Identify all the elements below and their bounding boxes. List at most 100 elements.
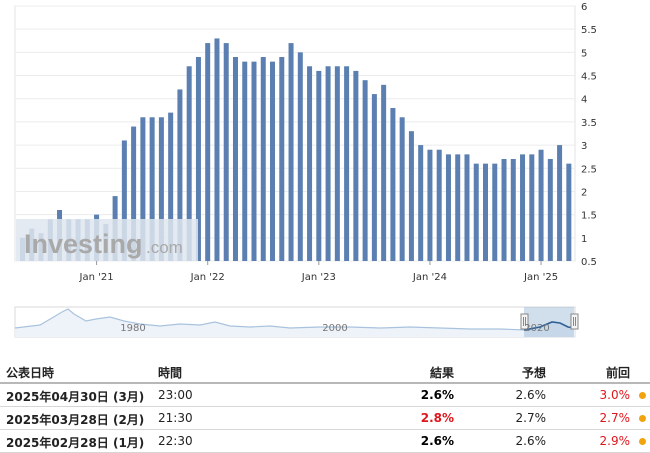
bar bbox=[408, 131, 414, 261]
row-actual: 2.6% bbox=[420, 388, 454, 402]
header-time[interactable]: 時間 bbox=[158, 366, 183, 380]
row-date: 2025年02月28日 (1月) bbox=[6, 436, 145, 450]
navigator-year-label: 1980 bbox=[120, 323, 145, 334]
bar bbox=[279, 57, 285, 261]
bar bbox=[520, 154, 526, 261]
y-tick-label: 2.5 bbox=[581, 164, 597, 175]
bar bbox=[232, 57, 238, 261]
logo-text: Investing bbox=[24, 229, 143, 259]
importance-dot-icon[interactable] bbox=[639, 415, 646, 422]
row-previous: 2.9% bbox=[599, 434, 631, 448]
y-tick-label: 1.5 bbox=[581, 211, 597, 222]
x-tick-label: Jan '25 bbox=[523, 272, 558, 283]
bar bbox=[538, 149, 544, 261]
navigator-handle[interactable] bbox=[520, 313, 529, 330]
bar bbox=[186, 66, 192, 261]
bar bbox=[464, 154, 470, 261]
bar bbox=[121, 140, 127, 261]
bar bbox=[390, 108, 396, 261]
row-date: 2025年03月28日 (2月) bbox=[6, 413, 145, 427]
table-row: 2025年03月28日 (2月) 21:30 2.8% 2.7% 2.7% bbox=[0, 407, 650, 430]
y-tick-label: 4 bbox=[581, 95, 587, 106]
row-forecast: 2.6% bbox=[515, 434, 547, 448]
bar bbox=[399, 117, 405, 261]
y-tick-label: 1 bbox=[581, 234, 587, 245]
bar bbox=[529, 154, 535, 261]
bar bbox=[307, 66, 313, 261]
y-tick-label: 5.5 bbox=[581, 25, 597, 36]
bar-chart: 6 5.5 5 4.5 4 3.5 3 2.5 2 1.5 1 0.5 Investing .com Jan… bbox=[14, 2, 597, 338]
bar bbox=[214, 38, 220, 261]
bar bbox=[270, 61, 276, 261]
navigator-area bbox=[15, 309, 575, 337]
navigator-line bbox=[14, 308, 576, 331]
bar bbox=[566, 163, 572, 261]
bar bbox=[297, 52, 303, 262]
bar bbox=[325, 66, 331, 261]
bar bbox=[168, 112, 174, 262]
header-forecast[interactable]: 予想 bbox=[521, 366, 546, 380]
navigator-handle[interactable] bbox=[570, 313, 579, 330]
row-time: 23:00 bbox=[158, 388, 193, 402]
bar bbox=[473, 163, 479, 261]
x-tick-label: Jan '23 bbox=[301, 272, 336, 283]
header-date[interactable]: 公表日時 bbox=[6, 366, 55, 380]
bar bbox=[223, 43, 229, 261]
bar bbox=[316, 70, 322, 261]
bar bbox=[371, 94, 377, 261]
y-tick-label: 0.5 bbox=[581, 257, 597, 268]
logo-backdrop bbox=[16, 219, 198, 261]
header-previous[interactable]: 前回 bbox=[605, 366, 630, 380]
row-time: 21:30 bbox=[158, 411, 193, 425]
bar bbox=[353, 70, 359, 261]
bar bbox=[418, 145, 424, 261]
row-forecast: 2.6% bbox=[515, 388, 547, 402]
investing-logo: Investing .com bbox=[16, 219, 198, 261]
navigator-year-label: 2020 bbox=[524, 323, 549, 334]
table-row: 2025年04月30日 (3月) 23:00 2.6% 2.6% 3.0% bbox=[0, 384, 650, 407]
bar bbox=[195, 57, 201, 261]
row-date: 2025年04月30日 (3月) bbox=[6, 390, 145, 404]
bar bbox=[510, 159, 516, 261]
bar bbox=[381, 84, 387, 262]
bar bbox=[547, 159, 553, 261]
navigator-selection bbox=[524, 307, 574, 337]
bar bbox=[492, 163, 498, 261]
bar bbox=[251, 61, 257, 261]
bar bbox=[344, 66, 350, 261]
x-tick-label: Jan '22 bbox=[190, 272, 225, 283]
row-time: 22:30 bbox=[158, 434, 193, 448]
bar bbox=[334, 66, 340, 261]
bar bbox=[501, 159, 507, 261]
header-actual[interactable]: 結果 bbox=[429, 366, 454, 380]
bar bbox=[131, 126, 137, 261]
chart-area: 6 5.5 5 4.5 4 3.5 3 2.5 2 1.5 1 0.5 Investing .com Jan… bbox=[14, 2, 597, 338]
bar bbox=[362, 80, 368, 261]
y-tick-label: 5 bbox=[581, 48, 587, 59]
navigator-selected-line bbox=[523, 321, 575, 331]
y-tick-label: 3.5 bbox=[581, 118, 597, 129]
bar bbox=[455, 154, 461, 261]
y-tick-label: 2 bbox=[581, 187, 587, 198]
bar bbox=[149, 117, 155, 261]
bar bbox=[158, 117, 164, 261]
bar bbox=[557, 145, 563, 261]
bar bbox=[177, 89, 183, 261]
row-forecast: 2.7% bbox=[515, 411, 547, 425]
importance-dot-icon[interactable] bbox=[639, 392, 646, 399]
row-actual: 2.8% bbox=[420, 411, 454, 425]
row-previous: 2.7% bbox=[599, 411, 631, 425]
bar bbox=[242, 61, 248, 261]
x-tick-label: Jan '21 bbox=[79, 272, 114, 283]
logo-suffix: .com bbox=[146, 238, 183, 257]
bar bbox=[436, 149, 442, 261]
bar bbox=[445, 154, 451, 261]
importance-dot-icon[interactable] bbox=[639, 438, 646, 445]
bar bbox=[483, 163, 488, 261]
table-header-row: 公表日時 時間 結果 予想 前回 bbox=[0, 358, 650, 384]
y-tick-label: 4.5 bbox=[581, 72, 597, 83]
history-table: 公表日時 時間 結果 予想 前回 2025年04月30日 (3月) 23:00 … bbox=[0, 358, 650, 453]
row-actual: 2.6% bbox=[420, 434, 454, 448]
y-tick-label: 3 bbox=[581, 141, 587, 152]
x-tick-label: Jan '24 bbox=[412, 272, 447, 283]
